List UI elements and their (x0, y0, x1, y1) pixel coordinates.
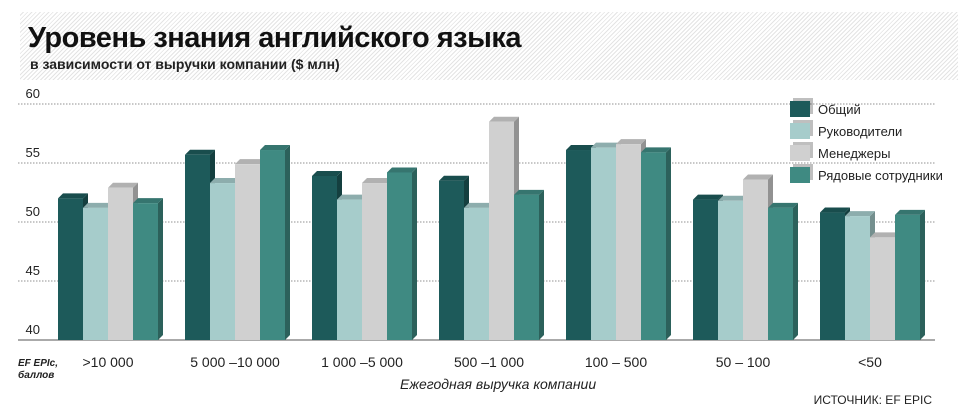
legend-item-executives: Руководители (790, 120, 943, 142)
bar-top-1-1 (210, 178, 240, 184)
legend-item-managers: Менеджеры (790, 142, 943, 164)
legend-swatch-managers (790, 145, 810, 161)
legend-swatch-staff (790, 167, 810, 183)
y-tick-label-50: 50 (26, 204, 40, 219)
bar-top-0-1 (185, 149, 215, 155)
bar-0-1 (185, 154, 210, 340)
bar-top-1-5 (718, 195, 748, 201)
bar-top-2-4 (616, 139, 646, 145)
x-tick-label-1: 5 000 –10 000 (190, 354, 280, 370)
bar-side-3-1 (285, 145, 290, 340)
y-axis-unit-label: EF EPIc, баллов (18, 358, 58, 382)
bar-side-3-4 (666, 147, 671, 340)
y-axis-unit-line-1: EF EPIc, (18, 358, 59, 369)
bar-top-0-5 (693, 194, 723, 200)
bar-top-0-6 (820, 207, 850, 213)
source-note: ИСТОЧНИК: EF EPIC (813, 393, 932, 407)
bar-top-1-4 (591, 142, 621, 148)
header-band (20, 12, 958, 80)
legend-item-overall: Общий (790, 98, 943, 120)
bar-1-6 (845, 216, 870, 340)
y-tick-label-45: 45 (26, 263, 40, 278)
y-tick-label-40: 40 (26, 322, 40, 337)
bar-2-1 (235, 164, 260, 340)
bar-0-2 (312, 175, 337, 340)
bar-0-4 (566, 150, 591, 340)
bar-2-2 (362, 183, 387, 340)
bar-3-2 (387, 172, 412, 340)
legend-label-executives: Руководители (818, 123, 903, 139)
bar-top-1-3 (464, 202, 494, 208)
bar-side-3-5 (793, 202, 798, 340)
legend-label-staff: Рядовые сотрудники (818, 167, 943, 183)
y-tick-label-55: 55 (26, 145, 40, 160)
bar-3-3 (514, 194, 539, 340)
bar-1-4 (591, 147, 616, 340)
bar-3-1 (260, 150, 285, 340)
bar-3-6 (895, 214, 920, 340)
x-tick-label-4: 100 – 500 (585, 354, 647, 370)
bar-top-0-4 (566, 145, 596, 151)
bar-top-2-3 (489, 116, 519, 122)
y-axis-unit-line-2: баллов (18, 370, 55, 381)
bar-top-3-0 (133, 198, 163, 204)
bar-0-0 (58, 198, 83, 340)
bar-top-2-6 (870, 232, 900, 238)
chart-title: Уровень знания английского языка (28, 22, 522, 54)
bar-2-4 (616, 144, 641, 340)
bar-top-2-5 (743, 174, 773, 180)
bar-1-1 (210, 183, 235, 340)
bar-side-3-6 (920, 209, 925, 340)
bar-2-0 (108, 187, 133, 340)
bar-1-0 (83, 207, 108, 340)
bar-1-3 (464, 207, 489, 340)
x-tick-label-2: 1 000 –5 000 (321, 354, 403, 370)
x-tick-label-0: >10 000 (83, 354, 134, 370)
legend-item-staff: Рядовые сотрудники (790, 164, 943, 186)
y-tick-label-60: 60 (26, 86, 40, 101)
legend-label-managers: Менеджеры (818, 145, 891, 161)
bar-0-6 (820, 212, 845, 340)
legend-swatch-executives (790, 123, 810, 139)
bar-top-1-6 (845, 211, 875, 217)
bar-3-0 (133, 203, 158, 340)
bar-top-2-2 (362, 178, 392, 184)
bar-3-4 (641, 152, 666, 340)
bar-side-3-2 (412, 167, 417, 340)
chart-legend: Общий Руководители Менеджеры Рядовые сот… (790, 98, 943, 186)
bar-2-6 (870, 237, 895, 340)
chart-subtitle: в зависимости от выручки компании ($ млн… (30, 56, 340, 72)
x-axis-label: Ежегодная выручка компании (400, 376, 597, 392)
bar-2-3 (489, 121, 514, 340)
bar-top-2-1 (235, 159, 265, 165)
bar-2-5 (743, 179, 768, 340)
legend-swatch-overall (790, 101, 810, 117)
bar-top-3-5 (768, 202, 798, 208)
bar-side-3-3 (539, 189, 544, 340)
bar-0-5 (693, 199, 718, 340)
bar-3-5 (768, 207, 793, 340)
bar-top-1-0 (83, 202, 113, 208)
bar-1-5 (718, 200, 743, 340)
bar-top-2-0 (108, 182, 138, 188)
bar-top-0-0 (58, 193, 88, 199)
bar-top-3-6 (895, 209, 925, 215)
bar-1-2 (337, 199, 362, 340)
bar-top-0-2 (312, 170, 342, 176)
bar-top-3-4 (641, 147, 671, 153)
x-tick-label-5: 50 – 100 (716, 354, 771, 370)
x-tick-label-3: 500 –1 000 (454, 354, 524, 370)
bar-top-0-3 (439, 175, 469, 181)
bar-top-3-1 (260, 145, 290, 151)
legend-label-overall: Общий (818, 101, 861, 117)
x-tick-label-6: <50 (858, 354, 882, 370)
bar-top-3-3 (514, 189, 544, 195)
bar-top-1-2 (337, 194, 367, 200)
bar-side-3-0 (158, 198, 163, 340)
bar-0-3 (439, 180, 464, 340)
bar-top-3-2 (387, 167, 417, 173)
